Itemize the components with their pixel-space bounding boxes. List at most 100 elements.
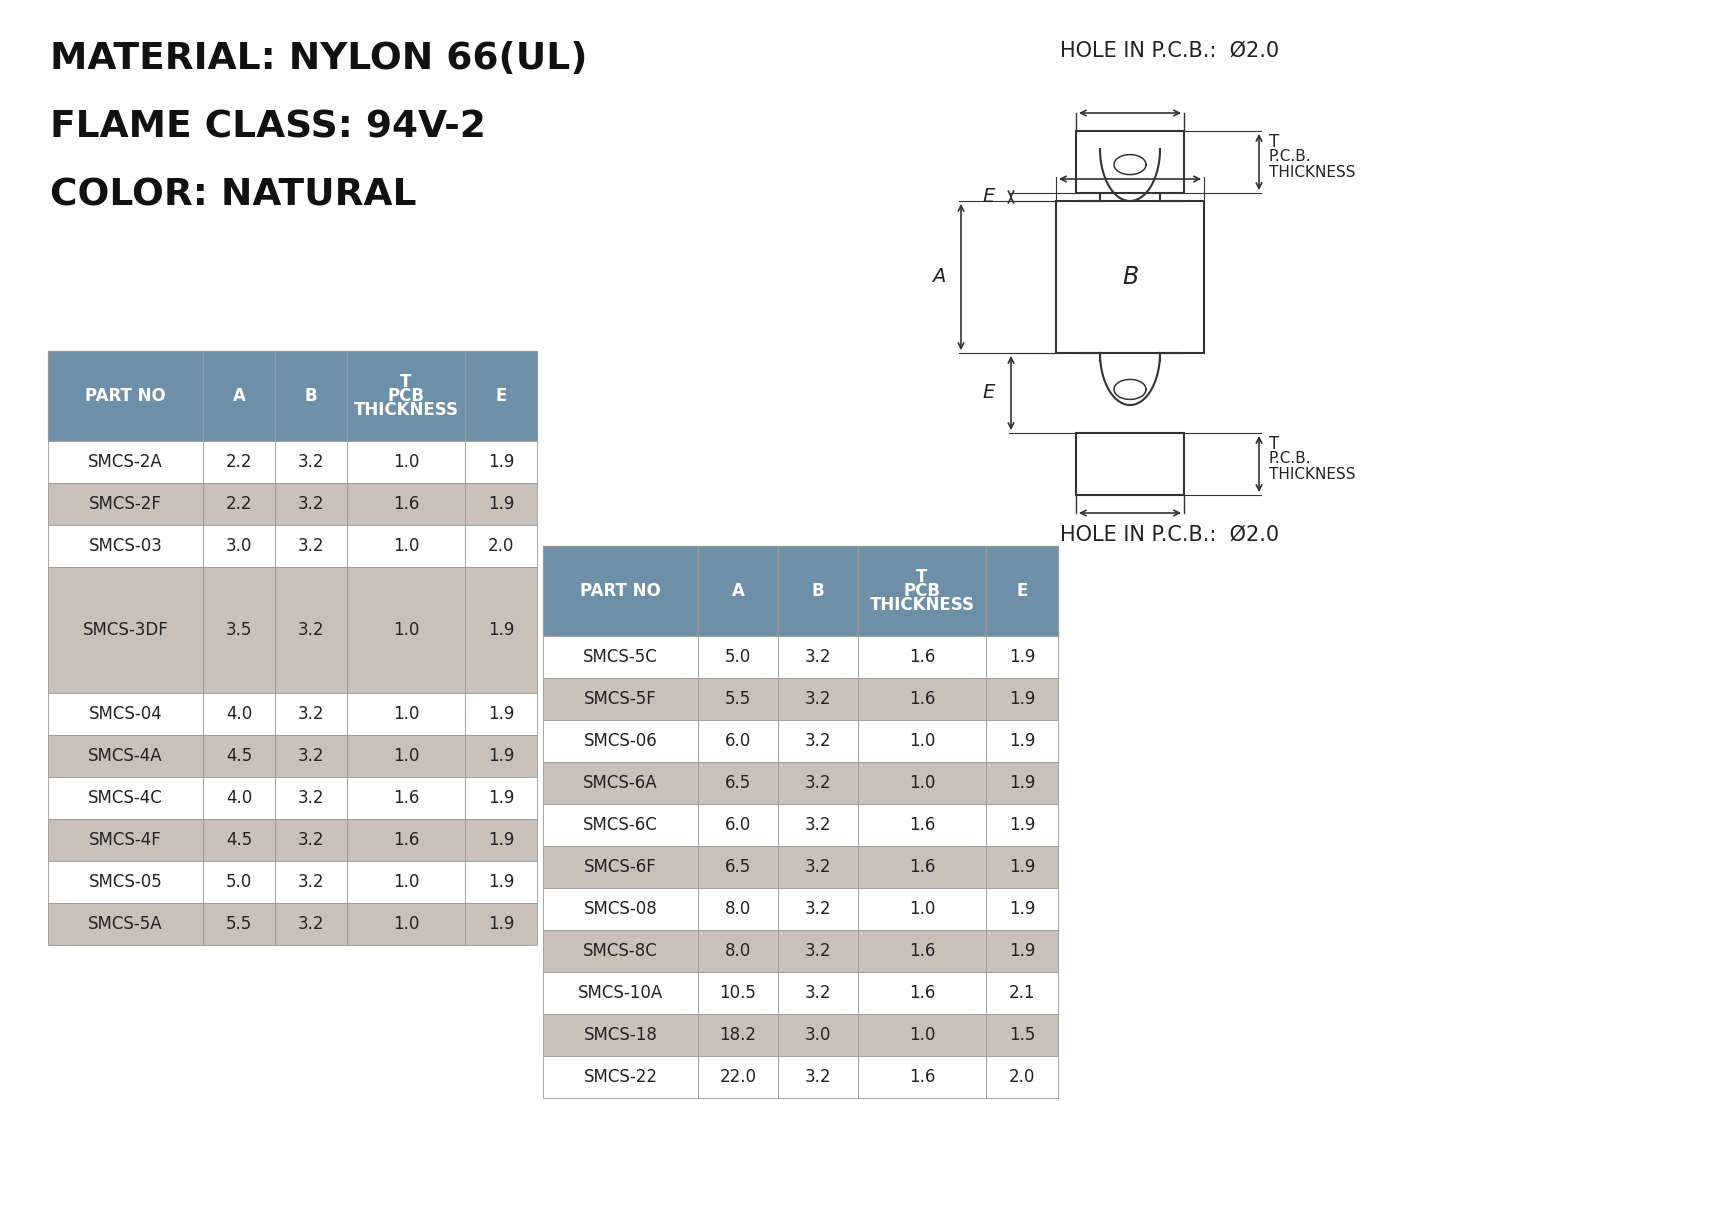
Text: 3.2: 3.2	[805, 857, 830, 876]
Text: SMCS-2A: SMCS-2A	[88, 453, 164, 472]
Text: 1.9: 1.9	[1008, 648, 1036, 666]
Text: 1.6: 1.6	[908, 984, 936, 1002]
Text: B: B	[305, 387, 317, 405]
Bar	[203, 903, 276, 946]
Text: SMCS-06: SMCS-06	[584, 732, 658, 750]
Bar	[698, 762, 779, 804]
Text: 1.6: 1.6	[393, 831, 419, 849]
Bar	[779, 720, 858, 762]
Bar	[858, 972, 986, 1014]
Bar	[48, 567, 203, 693]
Text: SMCS-5F: SMCS-5F	[584, 690, 656, 708]
Bar	[858, 930, 986, 972]
Text: 1.0: 1.0	[393, 873, 419, 891]
Text: 1.9: 1.9	[488, 494, 513, 513]
Bar	[698, 930, 779, 972]
Text: 3.2: 3.2	[805, 942, 830, 960]
Text: 3.2: 3.2	[298, 831, 324, 849]
Text: THICKNESS: THICKNESS	[1270, 165, 1356, 180]
Text: 1.9: 1.9	[1008, 900, 1036, 918]
Text: 1.9: 1.9	[488, 831, 513, 849]
Bar	[779, 804, 858, 845]
Text: 1.9: 1.9	[1008, 857, 1036, 876]
Text: 3.2: 3.2	[298, 453, 324, 472]
Bar	[465, 861, 538, 903]
Bar	[276, 482, 346, 525]
Bar	[986, 972, 1058, 1014]
Bar	[698, 972, 779, 1014]
Bar	[276, 441, 346, 482]
Text: 3.2: 3.2	[805, 816, 830, 835]
Bar	[986, 678, 1058, 720]
Text: E: E	[1017, 582, 1027, 601]
Bar	[276, 567, 346, 693]
Text: 1.9: 1.9	[488, 621, 513, 639]
Text: 2.1: 2.1	[1008, 984, 1036, 1002]
Text: SMCS-8C: SMCS-8C	[582, 942, 658, 960]
Bar	[203, 777, 276, 819]
Text: B: B	[1122, 265, 1139, 289]
Text: SMCS-4F: SMCS-4F	[90, 831, 162, 849]
Text: SMCS-5C: SMCS-5C	[582, 648, 658, 666]
Bar	[346, 567, 465, 693]
Bar	[346, 734, 465, 777]
Bar	[986, 888, 1058, 930]
Text: 4.0: 4.0	[226, 706, 252, 724]
Text: 5.5: 5.5	[725, 690, 751, 708]
Bar	[48, 819, 203, 861]
Bar	[986, 804, 1058, 845]
Text: 5.5: 5.5	[226, 915, 252, 933]
Text: 3.2: 3.2	[298, 621, 324, 639]
Bar	[986, 762, 1058, 804]
Text: 1.0: 1.0	[393, 915, 419, 933]
Text: E: E	[495, 387, 507, 405]
Text: PCB: PCB	[903, 582, 941, 601]
Bar	[346, 903, 465, 946]
Text: 1.0: 1.0	[393, 453, 419, 472]
Bar	[465, 903, 538, 946]
Bar	[48, 482, 203, 525]
Text: SMCS-22: SMCS-22	[584, 1069, 658, 1085]
Text: 3.2: 3.2	[298, 537, 324, 555]
Text: 3.2: 3.2	[805, 984, 830, 1002]
Text: 1.9: 1.9	[488, 453, 513, 472]
Bar	[465, 567, 538, 693]
Bar	[465, 777, 538, 819]
Text: SMCS-04: SMCS-04	[88, 706, 162, 724]
Bar	[203, 525, 276, 567]
Text: A: A	[233, 387, 245, 405]
Bar	[48, 861, 203, 903]
Text: 3.2: 3.2	[805, 1069, 830, 1085]
Text: 1.6: 1.6	[393, 494, 419, 513]
Bar	[543, 888, 698, 930]
Bar	[698, 678, 779, 720]
Bar	[858, 762, 986, 804]
Bar	[543, 1014, 698, 1056]
Text: 1.6: 1.6	[393, 789, 419, 807]
Text: 1.9: 1.9	[488, 747, 513, 765]
Text: 3.2: 3.2	[805, 732, 830, 750]
Bar	[858, 546, 986, 636]
Bar	[986, 636, 1058, 678]
Bar	[48, 441, 203, 482]
Bar	[858, 1056, 986, 1097]
Bar	[543, 762, 698, 804]
Bar	[779, 930, 858, 972]
Bar	[858, 804, 986, 845]
Bar	[543, 972, 698, 1014]
Text: 4.0: 4.0	[226, 789, 252, 807]
Bar	[986, 720, 1058, 762]
Text: 1.9: 1.9	[1008, 942, 1036, 960]
Text: THICKNESS: THICKNESS	[1270, 467, 1356, 482]
Text: PART NO: PART NO	[84, 387, 165, 405]
Bar	[698, 1014, 779, 1056]
Text: SMCS-4C: SMCS-4C	[88, 789, 164, 807]
Text: 4.5: 4.5	[226, 831, 252, 849]
Text: 1.0: 1.0	[393, 621, 419, 639]
Bar	[203, 567, 276, 693]
Text: 3.2: 3.2	[805, 690, 830, 708]
Text: 1.0: 1.0	[908, 1026, 936, 1044]
Text: 1.6: 1.6	[908, 857, 936, 876]
Text: 1.9: 1.9	[488, 873, 513, 891]
Bar	[48, 351, 203, 441]
